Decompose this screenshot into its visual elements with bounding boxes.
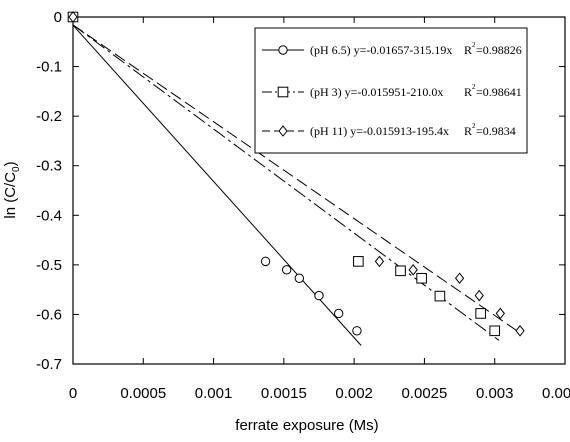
legend-r2-label: R [464,43,472,57]
fit-lines [72,24,521,346]
data-point-diamond [495,307,505,320]
data-point-diamond [454,272,465,285]
y-tick-label: -0.5 [36,257,62,274]
data-point-circle [281,265,292,275]
legend-r2-label: R [464,85,472,99]
y-axis-title-close: ) [2,161,19,166]
data-point-diamond [474,289,484,302]
legend-label: (pH 6.5) y=-0.01657-315.19x [310,43,452,57]
legend-marker-diamond [278,125,288,137]
data-point-circle [260,256,271,267]
data-point-square [434,290,446,302]
legend-r2-label: R [464,124,472,138]
legend-r2-value: =0.98641 [476,85,522,99]
plot-frame [72,16,566,365]
x-axis-title: ferrate exposure (Ms) [235,417,378,434]
data-point-circle [294,273,305,283]
legend-r2-sup: 2 [472,83,476,91]
axis-ticks: 0 0.0005 0.001 0.0015 0.002 0.0025 0.003 0.0035… [36,9,570,402]
y-tick-label: -0.2 [36,108,62,125]
x-tick-label: 0.0035 [542,385,570,402]
legend-marker-circle [278,45,288,55]
legend-label: (pH 11) y=-0.015913-195.4x [310,124,449,138]
fit-line-diamond [72,24,521,334]
data-point-square [395,265,406,277]
y-tick-label: -0.3 [36,158,62,175]
y-tick-label: -0.1 [36,59,62,76]
legend-r2-sup: 2 [472,122,476,130]
x-tick-label: 0.001 [195,385,233,402]
legend-label: (pH 3) y=-0.015951-210.0x [310,85,443,99]
fit-line-circle [72,24,362,346]
data-point-circle [314,290,324,301]
x-tick-label: 0.0025 [401,385,447,402]
data-point-diamond [374,255,385,268]
x-tick-label: 0.0005 [120,385,166,402]
x-tick-label: 0 [69,385,77,402]
y-tick-label: 0 [54,9,62,26]
x-tick-label: 0.0015 [261,385,307,402]
legend-marker-square [277,86,289,98]
data-point-circle [333,308,344,319]
data-point-diamond [515,324,525,337]
legend-box [254,27,528,154]
legend: (pH 6.5) y=-0.01657-315.19x R 2 =0.98826(pH… [254,27,528,154]
x-tick-label: 0.003 [476,385,514,402]
data-markers [67,11,525,337]
x-tick-label: 0.002 [335,385,373,402]
data-point-square [353,256,364,267]
y-axis-title-subscript: 0 [11,166,22,172]
y-tick-label: -0.4 [36,207,62,224]
data-point-diamond [68,11,78,23]
y-tick-label: -0.7 [36,356,62,373]
y-tick-label: -0.6 [36,306,62,323]
fit-line-square [72,24,500,341]
data-point-square [475,308,486,319]
legend-r2-value: =0.9834 [476,124,516,138]
data-point-square [489,325,501,337]
data-point-square [416,272,427,284]
data-point-diamond [408,264,418,276]
y-axis-title-main: ln (C/C [2,172,19,219]
y-axis-title: ln (C/C0) [2,161,22,218]
data-point-circle [352,326,362,336]
legend-r2-value: =0.98826 [476,43,522,57]
legend-r2-sup: 2 [472,41,476,49]
